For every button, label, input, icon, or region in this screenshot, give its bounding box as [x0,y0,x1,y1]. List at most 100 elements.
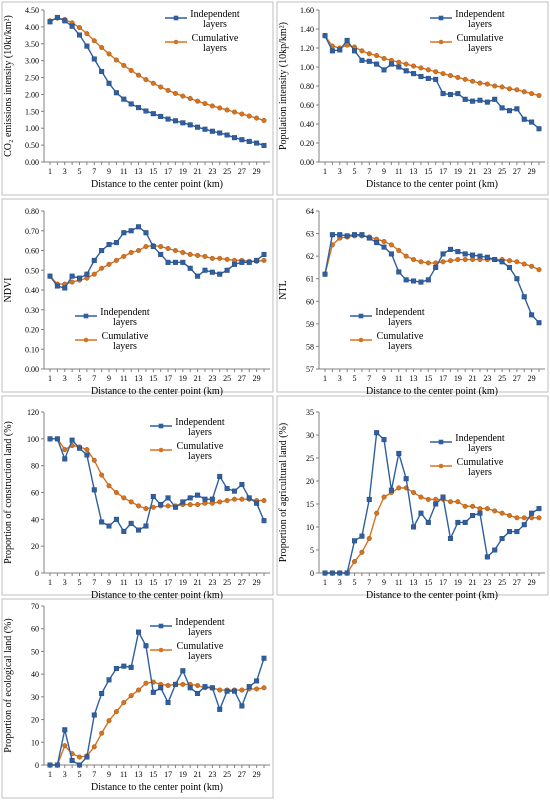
x-tick-label: 9 [382,374,386,383]
data-point-cumulative [84,31,90,37]
x-tick-label: 11 [120,374,128,383]
data-point-independent [150,111,156,117]
x-tick-label: 15 [149,374,157,383]
x-tick-label: 3 [63,770,67,779]
x-tick-label: 25 [223,167,231,176]
data-point-independent [209,685,215,691]
chart-co2: 0.00 0.50 1.00 1.50 2.00 2.50 3.00 3.50 4.00 4.50… [1,1,274,196]
y-tick-label: 59 [306,320,314,329]
data-point-independent [84,754,90,760]
data-point-independent [136,105,142,111]
y-tick-label: 40 [31,670,39,679]
x-tick-label: 23 [483,167,491,176]
y-tick-label: 0 [35,569,39,578]
y-tick-label: 0.80 [25,207,39,216]
data-point-independent [91,487,97,493]
legend-marker-cumulative [173,39,179,45]
data-point-independent [187,122,193,128]
data-point-independent [499,259,505,265]
data-point-independent [388,61,394,67]
data-point-cumulative [113,490,119,496]
y-tick-label: 0.00 [25,158,39,167]
data-point-independent [106,677,112,683]
data-point-independent [136,629,142,635]
x-tick-label: 3 [63,578,67,587]
x-tick-label: 17 [164,167,172,176]
data-point-cumulative [440,71,446,77]
data-point-independent [433,264,439,270]
data-point-cumulative [121,495,127,501]
data-point-independent [143,230,149,236]
data-point-cumulative [462,503,468,509]
data-point-cumulative [187,251,193,257]
data-point-cumulative [506,513,512,519]
data-point-cumulative [381,494,387,500]
legend-marker-cumulative [158,647,164,653]
data-point-independent [261,518,267,524]
y-tick-label: 0.60 [25,247,39,256]
data-point-independent [99,68,105,74]
data-point-independent [261,142,267,148]
data-point-cumulative [113,57,119,63]
data-point-independent [202,126,208,132]
data-point-cumulative [462,257,468,263]
data-point-cumulative [121,253,127,259]
x-tick-label: 9 [107,770,111,779]
data-point-independent [484,254,490,260]
legend-label: Cumulative layers [192,33,239,54]
y-tick-label: 2.00 [25,90,39,99]
x-tick-label: 27 [238,770,246,779]
x-tick-label: 25 [223,374,231,383]
data-point-cumulative [231,496,237,502]
data-point-independent [440,251,446,257]
data-point-independent [239,259,245,265]
data-point-cumulative [529,91,535,97]
x-tick-label: 27 [513,167,521,176]
y-tick-label: 0.00 [25,365,39,374]
data-point-independent [77,275,83,281]
x-tick-label: 15 [424,578,432,587]
legend-marker-independent [438,15,444,21]
x-tick-label: 17 [164,374,172,383]
x-tick-label: 15 [149,770,157,779]
x-tick-label: 3 [338,167,342,176]
y-tick-label: 0.20 [25,326,39,335]
data-point-independent [366,58,372,64]
data-point-independent [77,445,83,451]
y-tick-label: 0.70 [25,227,39,236]
data-point-independent [239,137,245,143]
x-tick-label: 25 [498,167,506,176]
x-tick-label: 9 [107,374,111,383]
data-point-independent [113,516,119,522]
x-tick-label: 5 [353,578,357,587]
data-point-independent [418,510,424,516]
data-point-independent [254,500,260,506]
x-tick-label: 23 [483,374,491,383]
legend-label: Cumulative layers [177,641,224,662]
legend-marker-independent [83,313,89,319]
data-point-independent [209,128,215,134]
x-tick-label: 7 [367,167,371,176]
data-point-independent [536,320,542,326]
data-point-independent [172,681,178,687]
data-point-independent [359,57,365,63]
x-tick-label: 1 [48,167,52,176]
x-tick-label: 11 [395,374,403,383]
data-point-cumulative [499,510,505,516]
x-tick-label: 21 [469,578,477,587]
data-point-cumulative [84,447,90,453]
y-tick-label: 1.60 [300,6,314,15]
legend-label: Cumulative layers [457,457,504,478]
y-axis-title: Proportion of ecological land (%) [3,618,14,752]
x-tick-label: 3 [338,374,342,383]
data-point-independent [396,64,402,70]
x-tick-label: 3 [338,578,342,587]
data-point-cumulative [536,267,542,273]
data-point-independent [99,690,105,696]
x-tick-label: 17 [164,770,172,779]
y-tick-label: 20 [31,542,39,551]
data-point-independent [470,98,476,104]
data-point-cumulative [447,73,453,79]
